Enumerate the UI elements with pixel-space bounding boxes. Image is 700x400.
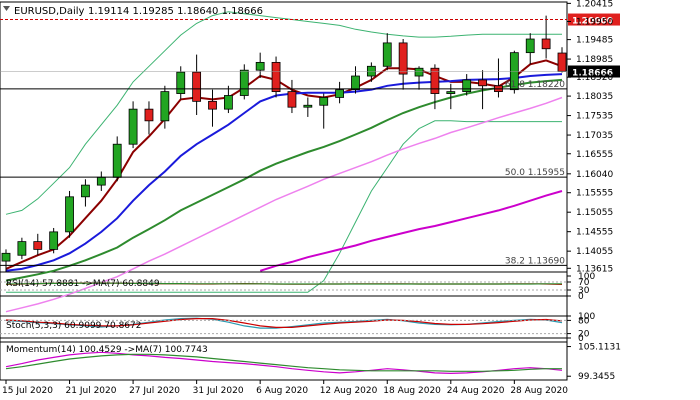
candle-body [1,252,11,262]
price-tick-label: 1.14555 [576,228,613,238]
candle-body [335,89,345,98]
price-tick-label: 1.17035 [576,131,613,141]
current-price-tag [568,65,620,78]
time-tick-label: 28 Aug 2020 [510,386,568,396]
time-tick-label: 21 Jul 2020 [66,386,117,396]
price-tick-label: 1.17535 [576,112,613,122]
candle-body [96,176,106,186]
candle-body [414,67,424,77]
price-tick-label: 1.13615 [576,264,613,274]
time-tick-label: 24 Aug 2020 [447,386,505,396]
candle-body [255,61,265,71]
candle-body [462,79,472,93]
candles [1,15,567,272]
candle-body [33,241,43,250]
fib-level-label: 50.0 1.15955 [505,168,565,178]
price-axis: 1.20415 1.19950 1.19485 1.18985 1.18520 1.180… [567,0,613,274]
fib-level-label: 61.8 1.18220 [505,80,565,90]
plot-frame [0,1,568,381]
price-tick-label: 1.19485 [576,36,613,46]
chart-grid [0,1,568,381]
price-tick-label: 1.15055 [576,208,613,218]
candle-body [239,69,249,96]
candle-body [541,38,551,50]
candle-body [382,42,392,67]
time-tick-label: 27 Jul 2020 [129,386,180,396]
sub-indicators: RSI(14) 57.8881 ->MA(7) 60.884910070300S… [0,272,621,382]
candle-body [319,97,329,106]
candle-body [65,196,74,233]
bollinger-upper [5,11,562,215]
time-tick-label: 15 Jul 2020 [2,386,53,396]
candle-body [81,184,90,198]
indicator-title: Stoch(5,3,3) 60.9099 70.8672 [6,321,141,331]
alert-price-label: 1.20000 [572,17,613,27]
time-tick-label: 31 Jul 2020 [193,386,244,396]
indicator-tick-label: 70 [578,278,590,288]
indicator-tick-label: 0 [578,292,584,302]
candle-body [478,79,487,87]
candle-body [17,241,27,256]
indicator-tick-label: 0 [578,334,584,344]
indicator-line [5,282,562,285]
price-tick-label: 1.18985 [576,55,613,65]
moving-average-line [259,190,563,272]
indicator-title: RSI(14) 57.8881 ->MA(7) 60.8849 [6,279,160,289]
candle-body [192,71,202,102]
time-tick-label: 12 Aug 2020 [320,386,378,396]
candle-body [509,52,519,91]
candle-body [287,91,297,108]
indicator-tick-label: 99.3455 [578,372,615,382]
indicator-line [5,353,562,372]
bollinger-bands [5,11,562,293]
candle-body [208,100,217,110]
chart-header-ohlc: 1.19114 1.19285 1.18640 1.18666 [88,6,263,17]
indicator-tick-label: 105.1131 [578,343,621,353]
indicator-line [5,351,563,375]
time-tick-label: 6 Aug 2020 [256,386,308,396]
indicator-tick-label: 100 [578,312,595,322]
indicator-tick-label: 30 [578,286,590,296]
indicator-line [5,318,563,328]
candle-body [144,108,154,122]
indicator-tick-label: 20 [578,330,590,340]
candle-body [446,91,456,94]
price-tick-label: 1.14055 [576,247,613,257]
price-tick-label: 1.16040 [576,170,613,180]
collapse-arrow-icon[interactable] [3,6,10,11]
price-tick-label: 1.15555 [576,189,613,199]
candle-body [128,108,138,145]
candle-body [351,75,360,91]
time-tick-label: 18 Aug 2020 [383,386,441,396]
candle-body [430,67,440,94]
candle-body [525,38,535,54]
moving-average-line [5,78,563,282]
price-tick-label: 1.16555 [576,150,613,160]
candle-body [176,71,186,94]
price-tick-label: 1.18520 [576,73,613,83]
candle-body [366,65,376,77]
alert-price-tag [568,13,620,26]
candle-body [271,61,281,93]
candle-body [112,143,122,178]
fib-level-label: 38.2 1.13690 [505,256,565,266]
price-tick-label: 1.18035 [576,92,613,102]
indicator-tick-label: 80 [578,316,590,326]
candle-body [303,104,313,108]
current-price-label: 1.18666 [572,69,613,79]
price-tick-label: 1.19950 [576,17,613,27]
candle-body [223,95,233,110]
price-tick-label: 1.20415 [576,0,613,9]
chart-header-symbol: EURUSD,Daily [14,6,85,17]
candle-body [398,42,408,75]
price-levels: 61.8 1.18220 50.0 1.15955 38.2 1.13690 1.20… [0,13,620,266]
candle-body [49,231,59,250]
bollinger-lower [6,120,562,293]
indicator-title: Momentum(14) 100.4529 ->MA(7) 100.7743 [6,345,208,355]
time-axis: 15 Jul 2020 21 Jul 2020 27 Jul 2020 31 Jul … [2,380,568,396]
indicator-tick-label: 100 [578,272,595,282]
candle-body [557,52,567,72]
candle-body [160,91,170,122]
